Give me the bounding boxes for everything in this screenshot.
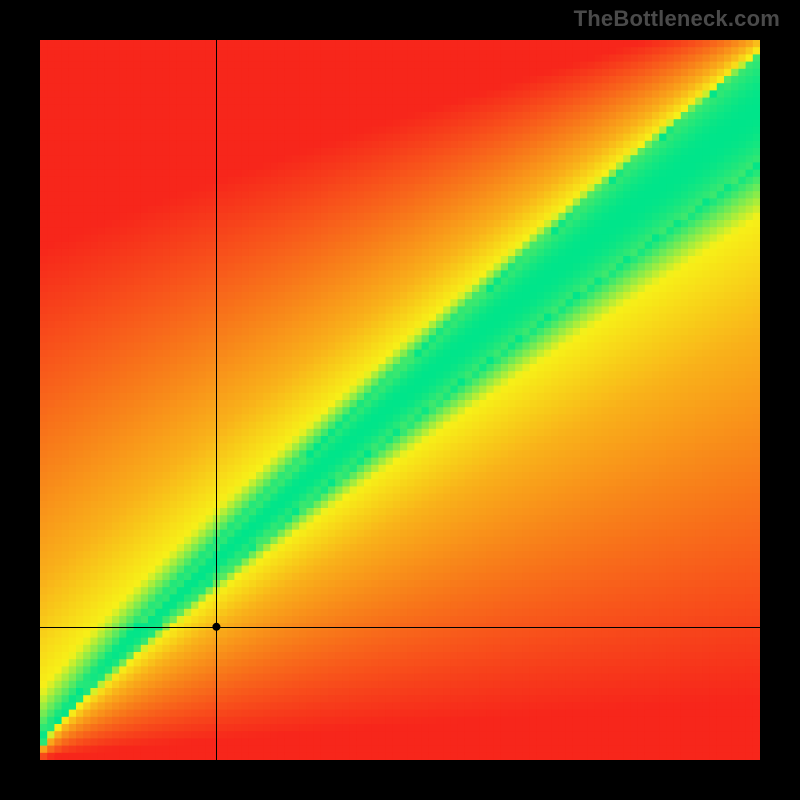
chart-container: { "watermark": "TheBottleneck.com", "cha…: [0, 0, 800, 800]
bottleneck-heatmap: [40, 40, 760, 760]
crosshair-horizontal: [40, 627, 760, 628]
watermark-text: TheBottleneck.com: [574, 6, 780, 32]
crosshair-vertical: [216, 40, 217, 760]
